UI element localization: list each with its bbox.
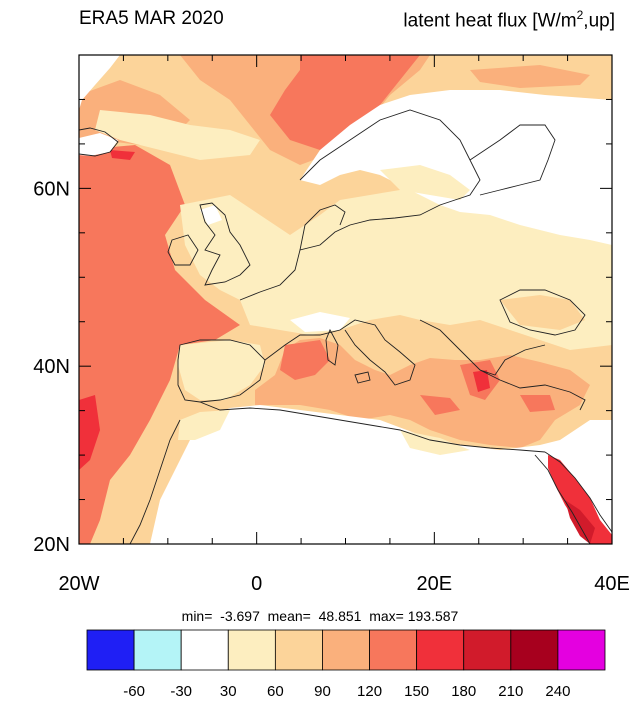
colorbar-swatch bbox=[416, 629, 465, 671]
colorbar-swatch bbox=[86, 629, 135, 671]
colorbar-label: 90 bbox=[314, 683, 331, 700]
y-tick-label: 20N bbox=[33, 534, 70, 556]
colorbar-label: 60 bbox=[267, 683, 284, 700]
mediterranean-flux-region bbox=[255, 338, 590, 448]
greenland-ice-area bbox=[79, 55, 120, 110]
plot-title-left: ERA5 MAR 2020 bbox=[79, 8, 224, 29]
colorbar-swatch bbox=[557, 629, 606, 671]
axis-tick-labels: 20W 0 20E 40E 20N 40N 60N bbox=[33, 178, 630, 595]
colorbar-label: 240 bbox=[545, 683, 570, 700]
heat-flux-map: 20W 0 20E 40E 20N 40N 60N bbox=[33, 54, 630, 595]
x-tick-label: 20E bbox=[417, 573, 453, 595]
plot-title-right: latent heat flux [W/m2,up] bbox=[403, 8, 615, 32]
x-tick-label: 20W bbox=[58, 573, 99, 595]
colorbar-swatch bbox=[133, 629, 182, 671]
colorbar-label: -60 bbox=[123, 683, 145, 700]
shaded-field bbox=[79, 55, 612, 544]
colorbar-label: 30 bbox=[220, 683, 237, 700]
colorbar-swatch bbox=[274, 629, 323, 671]
scandinavia-low-flux-region bbox=[300, 90, 612, 245]
sahara-low-flux-region bbox=[150, 405, 612, 544]
colorbar-swatch bbox=[322, 629, 370, 671]
y-tick-label: 60N bbox=[33, 178, 70, 200]
colorbar-swatch bbox=[463, 629, 512, 671]
colorbar-swatch bbox=[180, 629, 229, 671]
colorbar-label: 150 bbox=[404, 683, 429, 700]
colorbar-label: 180 bbox=[451, 683, 476, 700]
colorbar: -60 -30 30 60 90 120 150 180 210 240 bbox=[86, 629, 606, 700]
coastlines bbox=[79, 109, 612, 544]
colorbar-swatch bbox=[369, 629, 418, 671]
axis-ticks bbox=[78, 54, 613, 545]
x-tick-label: 40E bbox=[594, 573, 630, 595]
colorbar-swatch bbox=[227, 629, 276, 671]
colorbar-swatch bbox=[510, 629, 559, 671]
colorbar-label: 120 bbox=[357, 683, 382, 700]
colorbar-label: 210 bbox=[498, 683, 523, 700]
red-sea-high-flux-region bbox=[548, 455, 612, 544]
colorbar-label: -30 bbox=[170, 683, 192, 700]
y-tick-label: 40N bbox=[33, 356, 70, 378]
x-tick-label: 0 bbox=[251, 573, 262, 595]
field-statistics: min= -3.697 mean= 48.851 max= 193.587 bbox=[181, 608, 459, 624]
atlantic-high-flux-region bbox=[79, 145, 240, 544]
